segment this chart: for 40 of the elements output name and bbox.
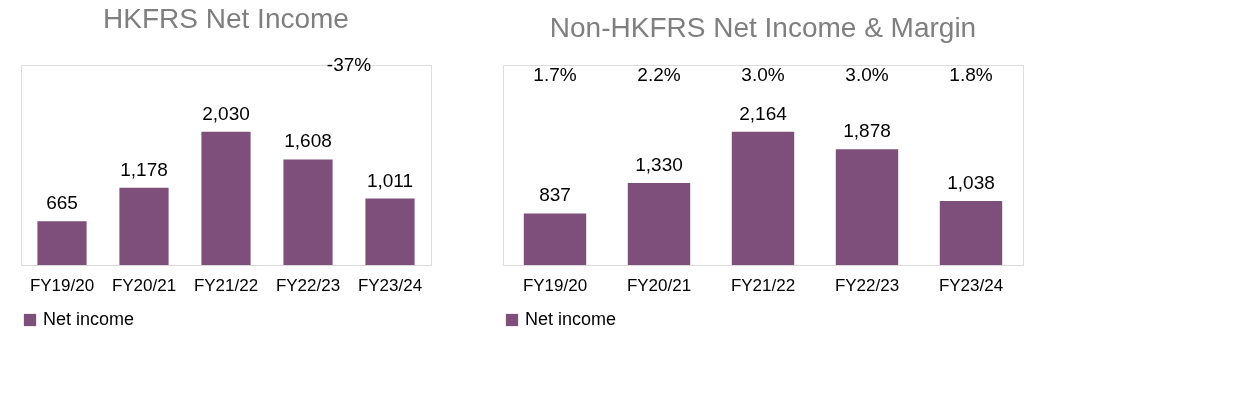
text: 1.7%: [533, 64, 577, 85]
data-label: 1,011: [366, 169, 414, 191]
x-tick-label: FY19/20: [522, 275, 588, 295]
data-label: 665: [46, 192, 78, 214]
bar: [365, 198, 415, 265]
x-tick-label: FY22/23: [834, 275, 900, 295]
bar: [119, 187, 169, 265]
text: 3.0%: [845, 64, 889, 85]
x-tick-label: FY21/22: [730, 275, 796, 295]
legend-label: Net income: [43, 309, 135, 329]
bar: [201, 131, 251, 265]
x-tick-label: FY23/24: [357, 275, 423, 295]
data-label: 1,878: [843, 120, 891, 142]
legend-label: Net income: [525, 309, 617, 329]
data-label: 1,608: [284, 130, 332, 152]
x-tick-label: FY21/22: [193, 275, 259, 295]
bar: [835, 149, 899, 265]
bar: [37, 221, 87, 265]
data-label: 1,038: [947, 172, 995, 194]
data-label: 837: [539, 184, 571, 206]
x-tick-label: FY22/23: [275, 275, 341, 295]
bar: [283, 159, 333, 265]
chart-title: Non-HKFRS Net Income & Margin: [549, 12, 977, 43]
bar: [523, 213, 587, 265]
data-label: 1,178: [120, 158, 168, 180]
text: 1.8%: [949, 64, 993, 85]
x-tick-label: FY19/20: [29, 275, 95, 295]
text: -37%: [326, 54, 372, 75]
data-label: 2,030: [202, 102, 250, 124]
text: 2.2%: [637, 64, 681, 85]
bar: [939, 201, 1003, 265]
x-tick-label: FY20/21: [626, 275, 692, 295]
x-tick-label: FY23/24: [938, 275, 1004, 295]
data-label: 2,164: [739, 102, 788, 124]
bar: [731, 131, 795, 265]
text: 3.0%: [741, 64, 785, 85]
x-tick-label: FY20/21: [111, 275, 177, 295]
chart-title: HKFRS Net Income: [103, 3, 349, 34]
data-label: 1,330: [635, 154, 683, 176]
bar: [627, 183, 691, 265]
